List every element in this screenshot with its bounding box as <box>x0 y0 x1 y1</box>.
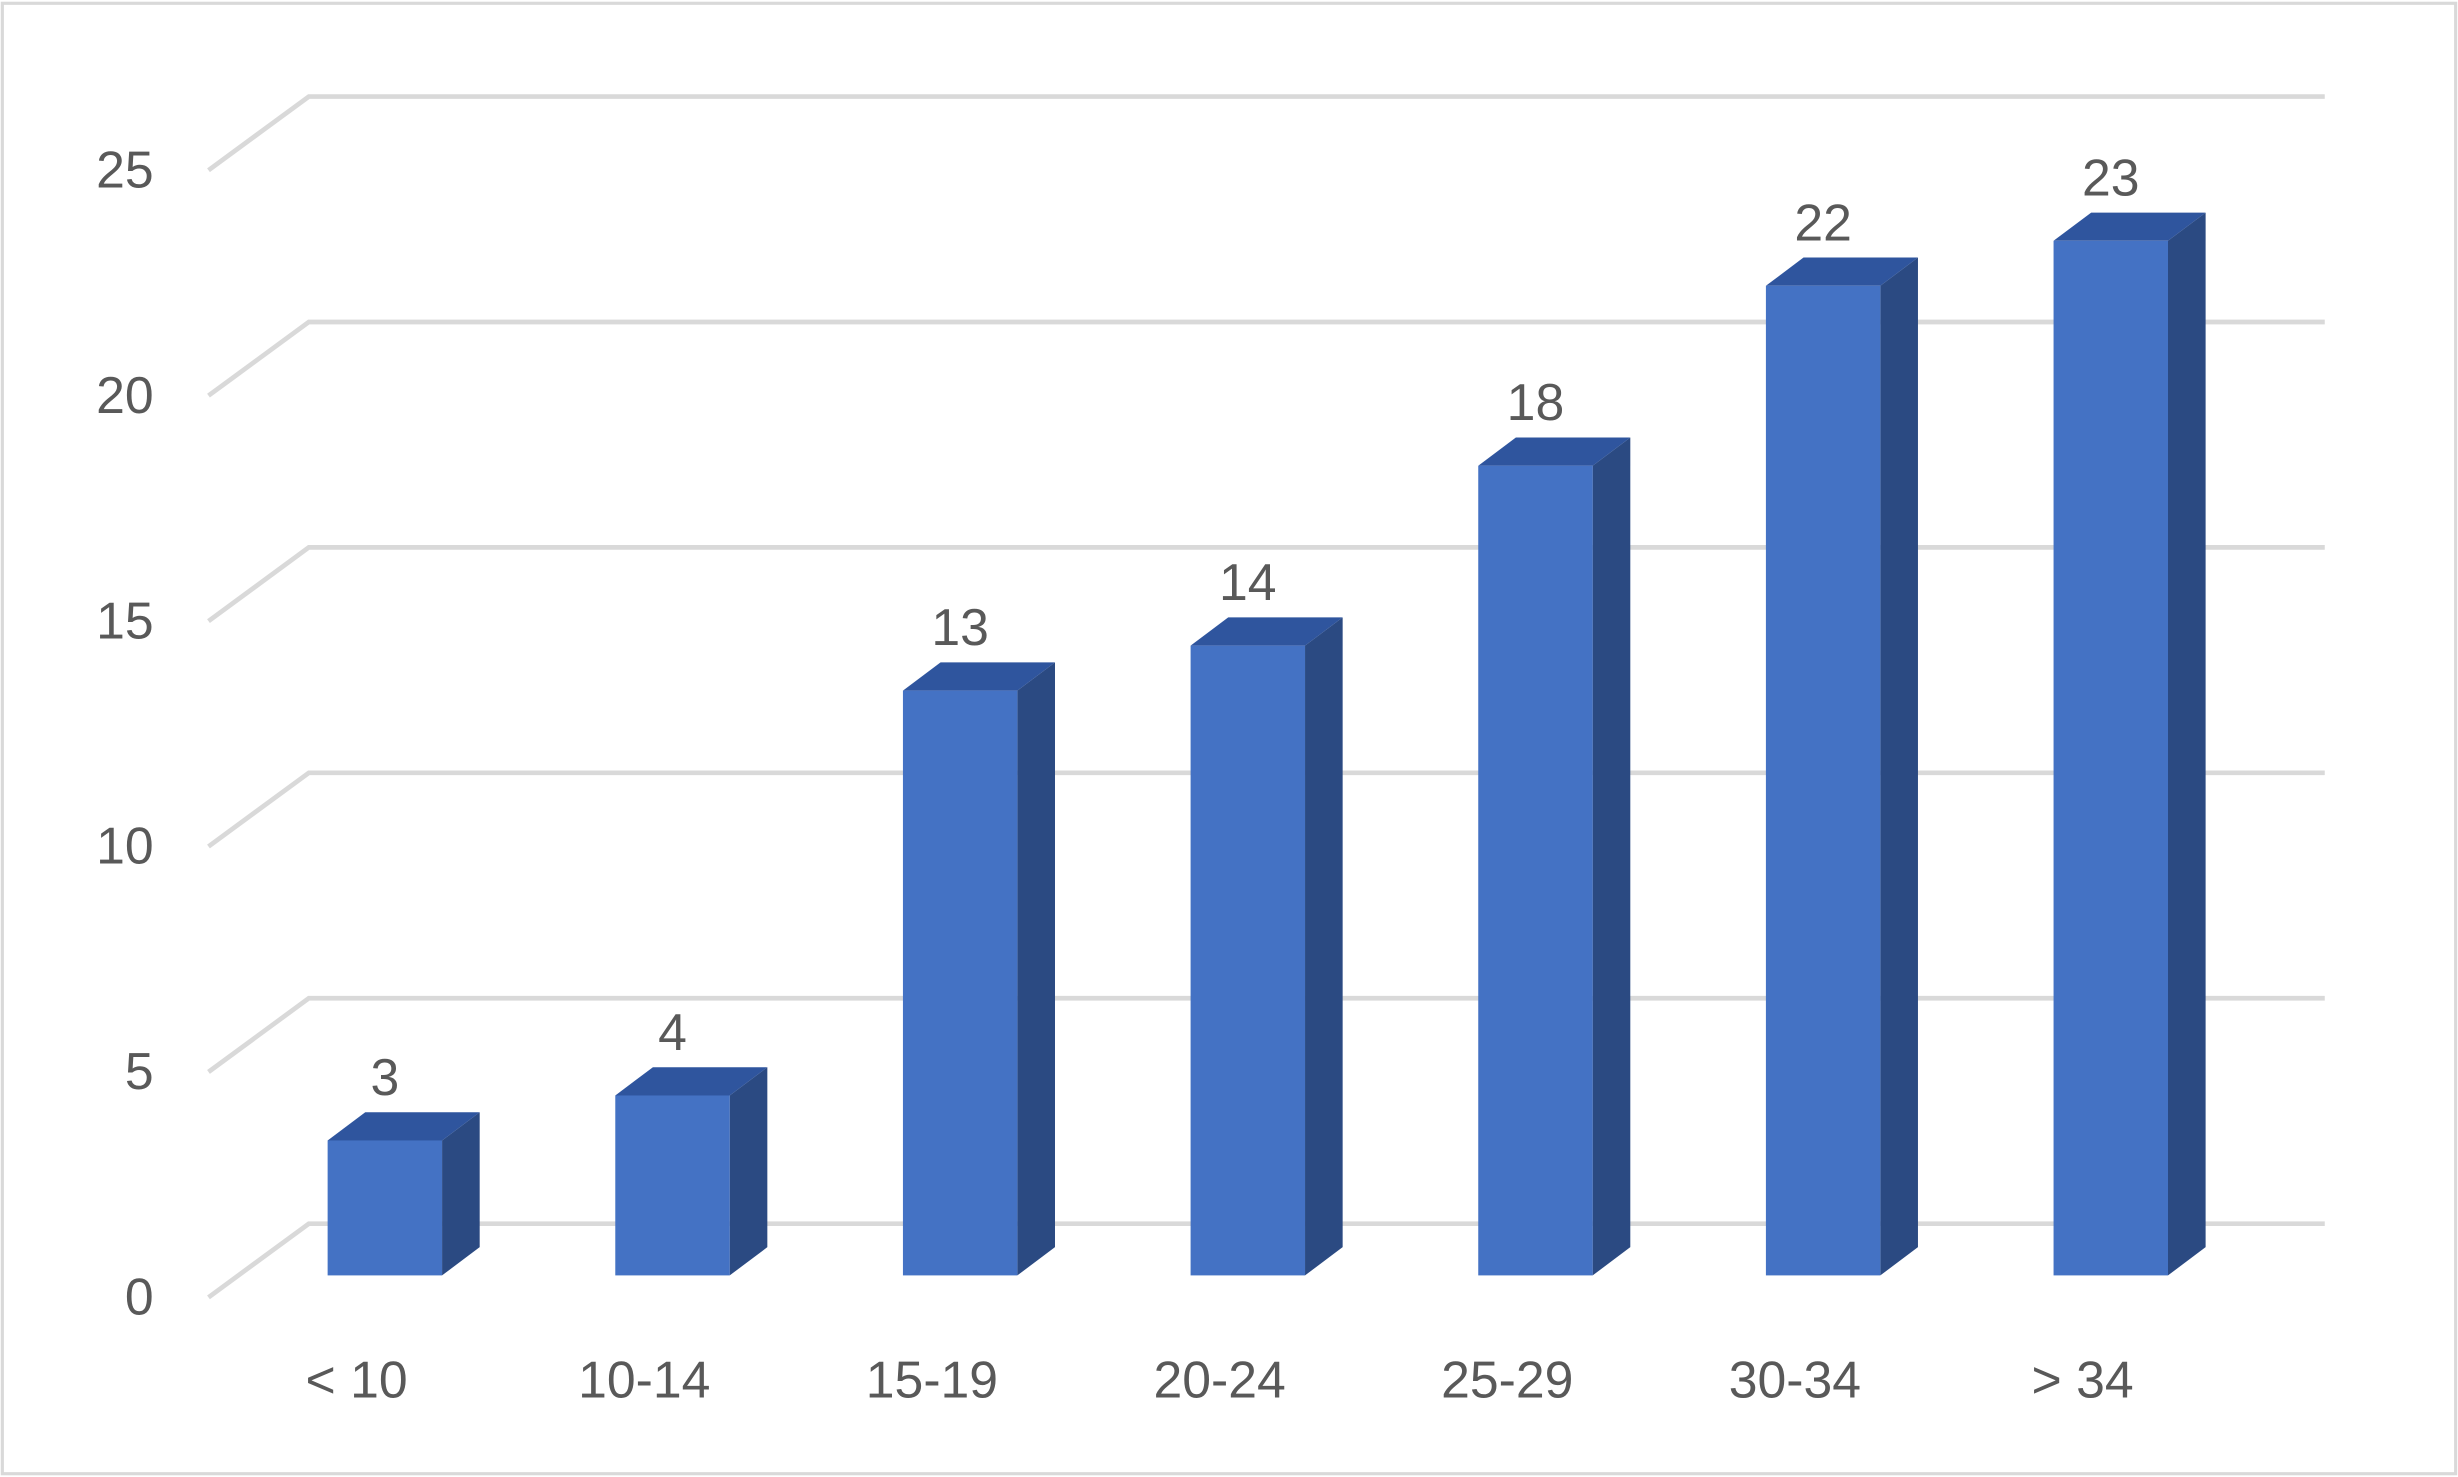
y-tick-label: 10 <box>96 817 154 875</box>
grid-line <box>207 94 2325 173</box>
bar <box>902 690 1018 1276</box>
grid-line <box>207 770 2325 849</box>
bar-top <box>327 1112 480 1141</box>
bar-top <box>1478 437 1631 466</box>
bar-top <box>1765 257 1918 286</box>
bar-side <box>1880 257 1918 1276</box>
bar <box>1765 285 1881 1276</box>
bar <box>1478 465 1593 1276</box>
bar <box>2053 240 2168 1276</box>
data-label: 23 <box>2082 148 2140 206</box>
data-label: 3 <box>370 1048 399 1106</box>
data-label: 14 <box>1219 553 1277 611</box>
x-tick-label: 25-29 <box>1441 1351 1573 1409</box>
data-label: 4 <box>658 1003 687 1061</box>
bar-top <box>615 1067 768 1096</box>
bar <box>615 1095 730 1276</box>
bar-side <box>442 1112 480 1276</box>
x-tick-label: > 34 <box>2032 1351 2134 1409</box>
x-tick-label: 20-24 <box>1153 1351 1285 1409</box>
grid-line <box>207 319 2325 398</box>
x-tick-label: 10-14 <box>578 1351 710 1409</box>
bar-top <box>1190 617 1343 646</box>
grid-line <box>207 545 2325 623</box>
y-tick-label: 25 <box>96 140 154 198</box>
bar-side <box>2167 212 2206 1276</box>
data-label: 22 <box>1794 193 1852 251</box>
bar <box>1190 645 1306 1276</box>
y-tick-label: 0 <box>125 1268 154 1326</box>
bar-side <box>1592 437 1631 1276</box>
x-tick-label: 30-34 <box>1729 1351 1861 1409</box>
grid-line <box>207 1221 2325 1300</box>
bar-side <box>1305 617 1343 1276</box>
x-tick-label: 15-19 <box>866 1351 998 1409</box>
data-label: 18 <box>1507 373 1565 431</box>
bar-top <box>902 662 1055 691</box>
x-tick-label: < 10 <box>306 1351 408 1409</box>
bar-side <box>1017 662 1055 1276</box>
data-label: 13 <box>931 598 989 656</box>
bar <box>327 1140 443 1276</box>
grid-line <box>207 995 2325 1074</box>
y-tick-label: 5 <box>125 1042 154 1100</box>
bar-side <box>729 1067 768 1276</box>
y-tick-label: 20 <box>96 366 154 424</box>
y-tick-label: 15 <box>96 591 154 649</box>
bar-top <box>2053 212 2206 241</box>
